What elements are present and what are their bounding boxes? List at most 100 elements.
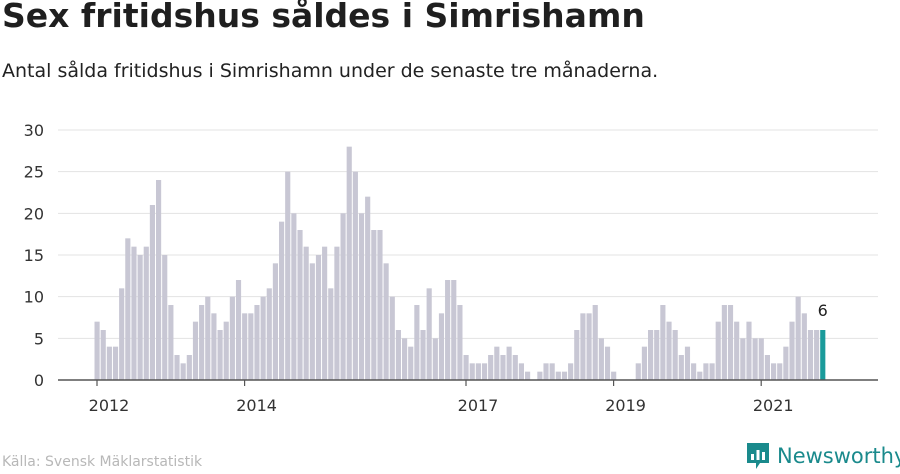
- x-axis: 2012 2014 2017 2019 2021: [58, 379, 878, 415]
- bar: [715, 321, 721, 380]
- y-tick-label: 25: [24, 163, 44, 182]
- x-tick-label: 2021: [753, 396, 794, 415]
- bar: [162, 255, 168, 380]
- bar: [192, 321, 199, 380]
- x-tick-label: 2012: [89, 396, 130, 415]
- bar: [235, 280, 242, 380]
- bar: [426, 288, 432, 380]
- bar: [543, 363, 549, 380]
- bar: [709, 363, 715, 380]
- bar: [125, 238, 131, 380]
- bar: [660, 305, 666, 380]
- bar: [758, 338, 764, 380]
- bar: [242, 313, 248, 380]
- bar: [684, 346, 691, 380]
- bar: [100, 330, 106, 380]
- bar: [334, 246, 340, 380]
- bar: [801, 313, 807, 380]
- bar: [481, 363, 488, 380]
- bar: [315, 255, 322, 380]
- bar: [512, 355, 518, 380]
- bar: [266, 288, 272, 380]
- bar: [789, 321, 795, 380]
- bar: [678, 355, 684, 380]
- chart-title: Sex fritidshus såldes i Simrishamn: [2, 0, 645, 35]
- bar: [211, 313, 217, 380]
- bar: [518, 363, 524, 380]
- bar: [561, 371, 568, 380]
- bar: [635, 363, 641, 380]
- bar: [248, 313, 254, 380]
- bar: [525, 371, 531, 380]
- bar: [783, 346, 789, 380]
- bar: [574, 330, 580, 380]
- bar: [555, 371, 561, 380]
- brand-logo: Newsworthy: [745, 441, 900, 471]
- bar: [691, 363, 697, 380]
- bar: [322, 246, 328, 380]
- bar: [494, 346, 500, 380]
- bar: [395, 330, 401, 380]
- bar: [389, 296, 395, 380]
- chart-subtitle: Antal sålda fritidshus i Simrishamn unde…: [2, 60, 659, 82]
- bars: [94, 146, 826, 380]
- bar: [94, 321, 100, 380]
- bar: [371, 230, 377, 380]
- bar: [328, 288, 334, 380]
- bar: [666, 321, 672, 380]
- bar: [352, 171, 358, 380]
- bar: [414, 305, 420, 380]
- bar: [611, 371, 617, 380]
- bar: [174, 355, 180, 380]
- bar: [272, 263, 278, 380]
- bar: [340, 213, 346, 380]
- bar: [475, 363, 481, 380]
- y-tick-label: 15: [24, 246, 44, 265]
- bar: [377, 230, 383, 380]
- bar: [309, 263, 315, 380]
- bar: [285, 171, 291, 380]
- y-tick-label: 20: [24, 204, 44, 223]
- bar: [648, 330, 654, 380]
- bar: [137, 255, 143, 380]
- bar: [143, 246, 149, 380]
- bar: [260, 296, 266, 380]
- bar: [402, 338, 408, 380]
- y-tick-label: 0: [34, 371, 44, 390]
- source-note: Källa: Svensk Mäklarstatistik: [2, 454, 203, 470]
- gridlines: [58, 129, 878, 339]
- bar: [568, 363, 574, 380]
- bar: [795, 296, 801, 380]
- bar: [604, 346, 611, 380]
- bar: [168, 305, 174, 380]
- y-tick-label: 10: [24, 288, 44, 307]
- bar: [672, 330, 678, 380]
- bar: [807, 330, 814, 380]
- bar: [580, 313, 586, 380]
- bar: [438, 313, 445, 380]
- bar: [463, 355, 469, 380]
- bar: [420, 330, 426, 380]
- bar: [740, 338, 746, 380]
- bar: [131, 246, 137, 380]
- bar: [205, 296, 211, 380]
- bar: [254, 305, 260, 380]
- x-tick-label: 2017: [458, 396, 499, 415]
- data-label: 6: [818, 301, 828, 320]
- bar: [383, 263, 389, 380]
- y-tick-label: 5: [34, 329, 44, 348]
- bar: [746, 321, 752, 380]
- newsworthy-logo-icon: [747, 443, 769, 469]
- annotations: 6: [818, 301, 828, 320]
- bar: [106, 346, 112, 380]
- bar: [303, 246, 309, 380]
- x-tick-label: 2019: [605, 396, 646, 415]
- bar: [814, 330, 820, 380]
- bar: [592, 305, 598, 380]
- bar: [457, 305, 463, 380]
- bar: [506, 346, 512, 380]
- bar: [358, 213, 365, 380]
- brand-name: Newsworthy: [777, 444, 900, 468]
- bar: [223, 321, 229, 380]
- bar: [641, 346, 647, 380]
